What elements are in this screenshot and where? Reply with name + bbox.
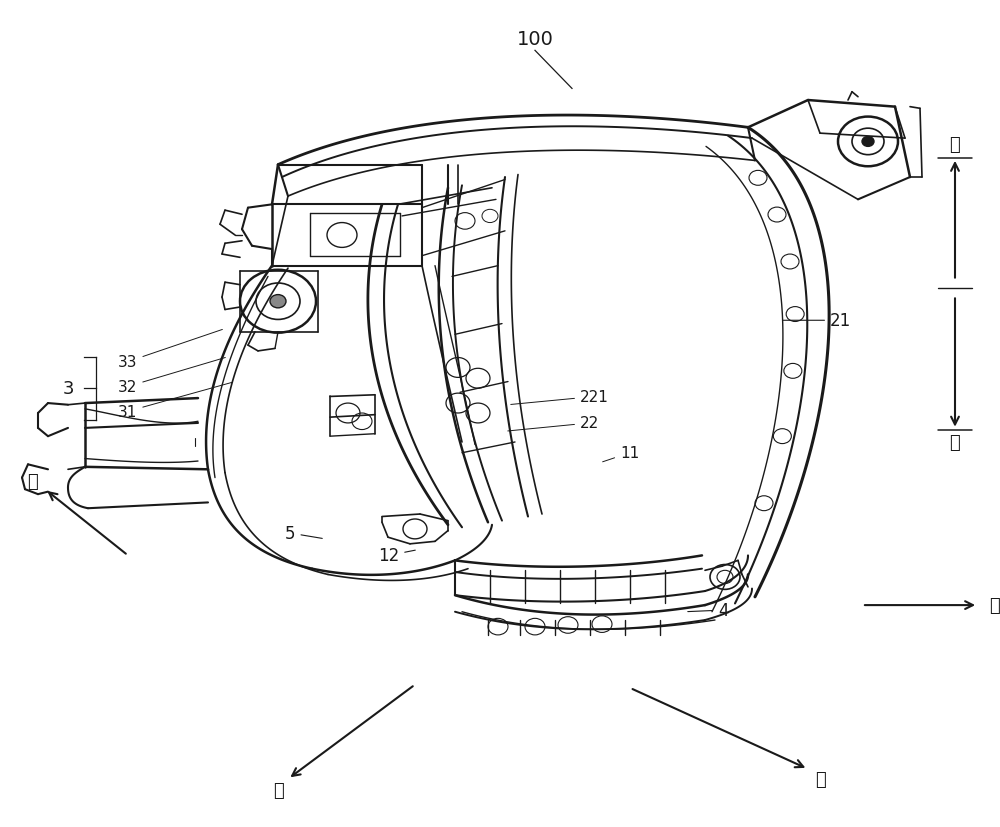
Text: 100: 100 (517, 31, 553, 49)
Text: 左: 左 (990, 596, 1000, 614)
Text: 后: 后 (27, 472, 37, 490)
Text: 上: 上 (950, 136, 960, 154)
Text: 33: 33 (118, 330, 222, 370)
Text: 3: 3 (62, 380, 74, 398)
Text: 12: 12 (378, 547, 415, 565)
Text: 左: 左 (815, 770, 825, 788)
Text: 31: 31 (118, 383, 232, 419)
Text: 221: 221 (511, 390, 609, 405)
Text: 32: 32 (118, 358, 225, 394)
Text: 下: 下 (950, 433, 960, 452)
Text: 11: 11 (603, 446, 639, 462)
Text: 4: 4 (688, 601, 728, 619)
Text: 前: 前 (273, 781, 283, 799)
Text: 5: 5 (285, 524, 322, 543)
Circle shape (862, 137, 874, 147)
Text: 22: 22 (508, 416, 599, 432)
Text: 21: 21 (783, 312, 851, 330)
Circle shape (270, 295, 286, 308)
